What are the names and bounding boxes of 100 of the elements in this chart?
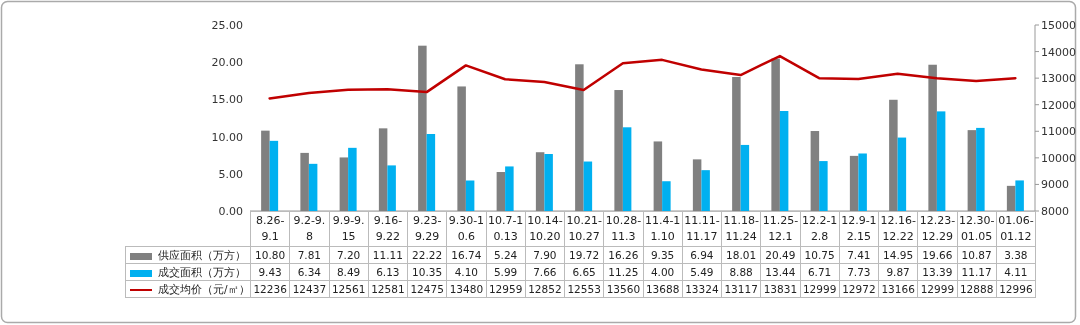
bar (457, 86, 466, 211)
bar (740, 144, 750, 211)
x-tick-label: 12.30-01.05 (957, 211, 997, 247)
bar (819, 161, 828, 211)
bar (779, 111, 789, 211)
x-tick-label: 11.25-12.1 (760, 211, 800, 247)
bar (387, 165, 396, 211)
x-tick-label: 9.23-9.29 (407, 211, 447, 247)
y-tick-label: 10.00 (211, 130, 243, 144)
data-label: 22.22 (407, 246, 447, 264)
data-label: 12888 (957, 280, 997, 298)
bar (426, 134, 436, 211)
bar (339, 157, 349, 211)
bar (496, 172, 506, 211)
x-tick-label: 10.14-10.20 (525, 211, 565, 247)
data-label: 10.75 (800, 246, 840, 264)
bar (701, 170, 710, 211)
y2-tick-label: 10000 (1041, 151, 1076, 165)
data-label: 12437 (289, 280, 329, 298)
bar (967, 130, 977, 211)
bar (662, 181, 671, 211)
y-tick-label: 0.00 (218, 205, 243, 218)
bar (810, 131, 820, 211)
bar (849, 155, 859, 211)
x-tick-label: 9.30-10.6 (446, 211, 486, 247)
data-label: 7.90 (525, 246, 565, 264)
data-label: 4.10 (446, 263, 486, 281)
data-label: 8.88 (721, 263, 761, 281)
data-label: 6.13 (368, 263, 408, 281)
x-tick-label: 11.4-11.10 (643, 211, 683, 247)
data-label: 12852 (525, 280, 565, 298)
x-tick-label: 11.11-11.17 (682, 211, 722, 247)
data-label: 12553 (564, 280, 604, 298)
bar (1015, 180, 1024, 211)
data-label: 11.17 (957, 263, 997, 281)
legend-label: 成交面积（万方） (158, 266, 246, 278)
bar (858, 153, 867, 211)
data-label: 5.24 (486, 246, 526, 264)
bar (622, 127, 632, 211)
data-label: 7.20 (329, 246, 369, 264)
data-label: 12475 (407, 280, 447, 298)
data-label: 19.66 (917, 246, 957, 264)
data-label: 13480 (446, 280, 486, 298)
data-label: 16.26 (603, 246, 643, 264)
data-label: 13560 (603, 280, 643, 298)
bar (300, 152, 309, 211)
data-label: 11.11 (368, 246, 408, 264)
bar (575, 64, 584, 211)
y-tick-label: 25.00 (211, 19, 243, 32)
line-series (268, 54, 1017, 100)
data-label: 12996 (996, 280, 1036, 298)
data-label: 12972 (839, 280, 879, 298)
data-label: 14.95 (878, 246, 918, 264)
x-tick-label: 01.06-01.12 (996, 211, 1036, 247)
bar (269, 140, 279, 211)
data-label: 6.71 (800, 263, 840, 281)
data-label: 19.72 (564, 246, 604, 264)
bar (936, 111, 946, 211)
bar (1006, 185, 1016, 211)
data-label: 13117 (721, 280, 761, 298)
data-label: 18.01 (721, 246, 761, 264)
data-label: 13324 (682, 280, 722, 298)
data-label: 16.74 (446, 246, 486, 264)
data-label: 10.87 (957, 246, 997, 264)
bar (505, 166, 514, 211)
bar (261, 130, 270, 211)
data-label: 9.43 (250, 263, 290, 281)
x-tick-label: 10.28-11.3 (603, 211, 643, 247)
data-label: 5.49 (682, 263, 722, 281)
bar (535, 152, 545, 211)
data-label: 13.44 (760, 263, 800, 281)
bar (653, 141, 663, 211)
x-tick-label: 12.16-12.22 (878, 211, 918, 247)
data-label: 9.35 (643, 246, 683, 264)
y2-tick-label: 9000 (1041, 178, 1069, 192)
legend-label: 成交均价（元/㎡） (158, 283, 250, 295)
bar (771, 58, 780, 211)
bar (465, 180, 475, 211)
data-label: 5.99 (486, 263, 526, 281)
bar (583, 161, 593, 211)
data-label: 12561 (329, 280, 369, 298)
data-label: 4.11 (996, 263, 1036, 281)
data-label: 12959 (486, 280, 526, 298)
y-tick-label: 15.00 (211, 93, 243, 107)
y2-tick-label: 11000 (1041, 125, 1076, 139)
x-tick-label: 9.9-9.15 (329, 211, 369, 247)
data-label: 7.73 (839, 263, 879, 281)
data-label: 7.66 (525, 263, 565, 281)
data-label: 12236 (250, 280, 290, 298)
y2-tick-label: 14000 (1041, 45, 1076, 59)
data-label: 6.65 (564, 263, 604, 281)
x-tick-label: 10.7-10.13 (486, 211, 526, 247)
data-label: 20.49 (760, 246, 800, 264)
data-label: 10.80 (250, 246, 290, 264)
x-tick-label: 8.26-9.1 (250, 211, 290, 247)
data-label: 7.81 (289, 246, 329, 264)
bar (928, 64, 937, 211)
data-label: 12999 (917, 280, 957, 298)
bar (614, 90, 623, 211)
data-label: 3.38 (996, 246, 1036, 264)
